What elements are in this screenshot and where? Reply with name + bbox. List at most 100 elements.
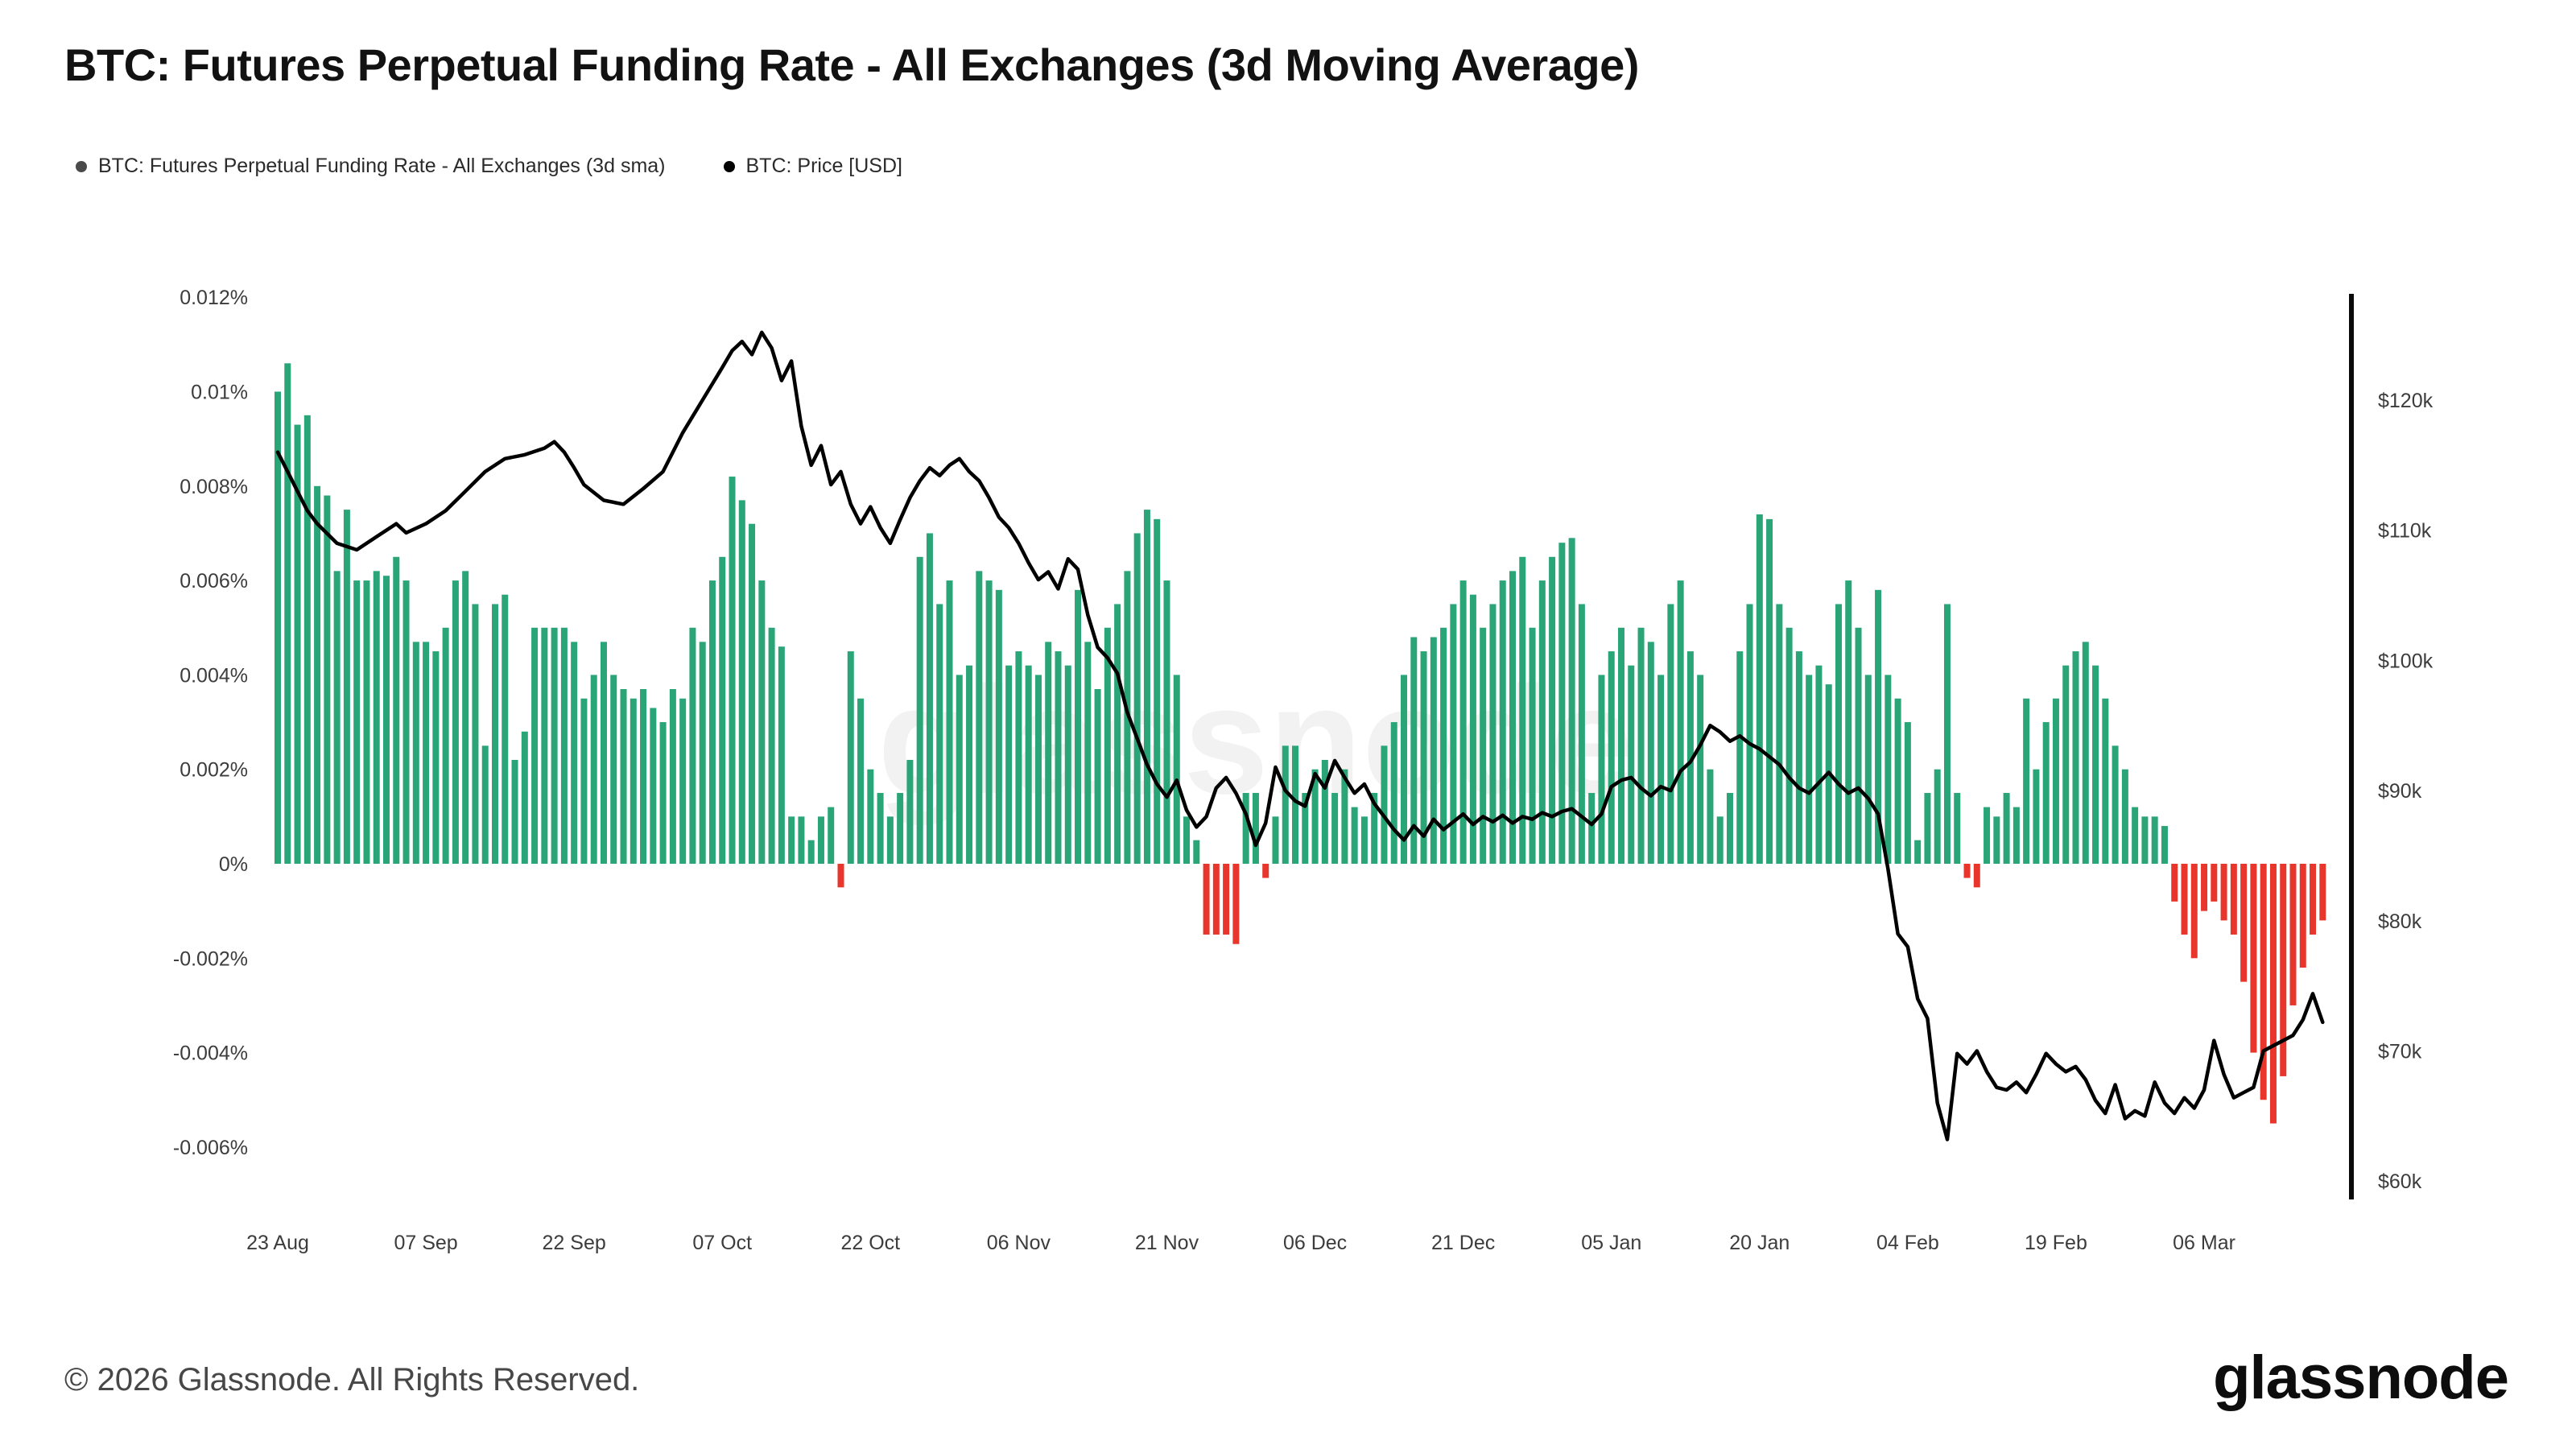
funding-rate-bar: [1480, 627, 1487, 864]
funding-rate-bar: [1321, 759, 1328, 864]
funding-rate-bar: [1519, 556, 1526, 864]
funding-rate-bar: [521, 731, 528, 864]
svg-text:0.006%: 0.006%: [180, 570, 248, 592]
funding-rate-bar: [2121, 769, 2128, 864]
funding-rate-bar: [2171, 864, 2178, 902]
funding-rate-bar: [1311, 769, 1319, 864]
svg-text:19 Feb: 19 Feb: [2025, 1232, 2087, 1254]
funding-rate-bar: [1183, 816, 1191, 864]
funding-rate-bar: [1420, 651, 1427, 864]
svg-text:0.01%: 0.01%: [191, 382, 248, 404]
funding-rate-bar: [867, 769, 874, 864]
funding-rate-bar: [373, 571, 380, 864]
funding-rate-bar: [363, 580, 370, 864]
funding-rate-bar: [571, 642, 578, 864]
svg-text:$80k: $80k: [2378, 910, 2422, 933]
funding-rate-bar: [1924, 793, 1931, 864]
funding-rate-bar: [1657, 675, 1665, 864]
funding-rate-bar: [275, 391, 281, 864]
glassnode-logo[interactable]: glassnode: [2213, 1344, 2509, 1412]
funding-rate-bar: [1331, 793, 1339, 864]
funding-rate-bar: [353, 580, 361, 864]
legend-item-price[interactable]: BTC: Price [USD]: [723, 155, 902, 178]
funding-rate-bar: [1904, 722, 1911, 864]
funding-rate-bar: [2033, 769, 2040, 864]
funding-rate-bar: [472, 604, 479, 864]
funding-rate-bar: [1608, 651, 1615, 864]
funding-rate-bar: [966, 665, 973, 864]
funding-rate-bar: [324, 495, 331, 864]
page-title: BTC: Futures Perpetual Funding Rate - Al…: [64, 39, 1639, 90]
funding-rate-bar: [2319, 864, 2326, 921]
funding-rate-bar: [1450, 604, 1457, 864]
funding-rate-bar: [1943, 604, 1951, 864]
funding-rate-bar: [600, 642, 607, 864]
funding-rate-bar: [640, 688, 647, 864]
funding-rate-bar: [462, 571, 469, 864]
funding-rate-bar: [1588, 793, 1596, 864]
svg-text:0.008%: 0.008%: [180, 476, 248, 498]
funding-rate-bar: [2260, 864, 2267, 1100]
svg-text:$90k: $90k: [2378, 780, 2422, 803]
funding-rate-bar: [749, 523, 756, 864]
funding-rate-bar: [1529, 627, 1536, 864]
svg-text:$60k: $60k: [2378, 1170, 2422, 1193]
funding-rate-bar: [393, 556, 400, 864]
price-line: [275, 330, 2325, 1141]
funding-rate-bar: [1845, 580, 1852, 864]
funding-rate-bar: [1707, 769, 1714, 864]
funding-rate-bar: [551, 627, 558, 864]
funding-rate-bar: [1005, 665, 1013, 864]
funding-rate-bar: [531, 627, 539, 864]
funding-rate-bar: [1697, 675, 1704, 864]
funding-rate-bar: [382, 576, 390, 864]
funding-rate-bar: [1143, 510, 1150, 864]
svg-text:0%: 0%: [219, 853, 248, 876]
funding-rate-bar: [1756, 514, 1763, 864]
funding-rate-bar: [857, 698, 865, 864]
funding-rate-bar: [2250, 864, 2257, 1053]
funding-rate-series-dot-icon: [76, 160, 87, 172]
funding-rate-bar: [2161, 826, 2168, 864]
funding-rate-bar: [828, 807, 835, 864]
funding-rate-bar: [1223, 864, 1230, 935]
funding-rate-bar: [1104, 627, 1111, 864]
funding-rate-bar: [1984, 807, 1991, 864]
funding-rate-bar: [1647, 642, 1654, 864]
funding-rate-bar: [491, 604, 498, 864]
funding-rate-bar: [1173, 675, 1180, 864]
right-axis-line: [2349, 294, 2354, 1199]
svg-text:21 Dec: 21 Dec: [1431, 1232, 1495, 1254]
funding-rate-bar: [303, 415, 311, 864]
funding-rate-bar: [610, 675, 617, 864]
svg-text:06 Mar: 06 Mar: [2173, 1232, 2235, 1254]
funding-rate-bar: [1963, 864, 1971, 878]
funding-rate-bar: [1084, 642, 1092, 864]
legend-item-funding-rate[interactable]: BTC: Futures Perpetual Funding Rate - Al…: [76, 155, 666, 178]
funding-rate-bar: [402, 580, 410, 864]
svg-text:04 Feb: 04 Feb: [1876, 1232, 1939, 1254]
funding-rate-bar: [1489, 604, 1496, 864]
funding-rate-bar: [1045, 642, 1052, 864]
funding-rate-bar: [738, 500, 745, 864]
funding-rate-bar: [2201, 864, 2208, 911]
funding-rate-bar: [432, 651, 440, 864]
funding-rate-bar: [659, 722, 667, 864]
funding-rate-bar: [1390, 722, 1397, 864]
funding-rate-bar: [1163, 580, 1170, 864]
funding-rate-bar: [1302, 793, 1309, 864]
funding-rate-bar: [412, 642, 419, 864]
funding-rate-bar: [995, 589, 1002, 864]
funding-rate-bar: [807, 840, 815, 864]
funding-rate-bar: [1469, 594, 1476, 864]
svg-text:23 Aug: 23 Aug: [246, 1232, 309, 1254]
funding-rate-bar: [1677, 580, 1684, 864]
funding-rate-bar: [1242, 793, 1249, 864]
funding-rate-bar: [1736, 651, 1744, 864]
funding-rate-bar: [423, 642, 430, 864]
funding-rate-bar: [1806, 675, 1813, 864]
funding-rate-bar: [1341, 769, 1348, 864]
funding-rate-bar: [1538, 580, 1546, 864]
funding-rate-bar: [708, 580, 716, 864]
